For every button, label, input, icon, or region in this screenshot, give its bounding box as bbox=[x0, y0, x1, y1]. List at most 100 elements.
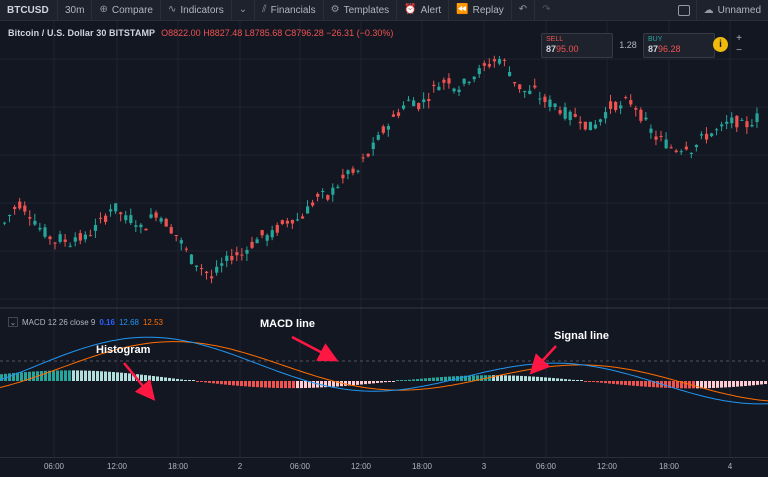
histogram-bar bbox=[140, 374, 143, 381]
histogram-bar bbox=[720, 381, 723, 388]
candle-body bbox=[417, 103, 421, 110]
candle-body bbox=[23, 205, 27, 212]
histogram-bar bbox=[492, 375, 495, 381]
alert-button[interactable]: ⏰ Alert bbox=[397, 0, 450, 21]
candle-body bbox=[553, 103, 557, 107]
buy-button[interactable]: BUY 8796.28 bbox=[643, 33, 715, 58]
financials-button[interactable]: ⫽ Financials bbox=[255, 0, 324, 21]
histogram-bar bbox=[84, 370, 87, 381]
histogram-bar bbox=[188, 380, 191, 381]
grid-lines bbox=[0, 21, 768, 457]
histogram-bar bbox=[328, 381, 331, 387]
candle-body bbox=[174, 235, 178, 237]
candle-body bbox=[588, 121, 592, 131]
histogram-bar bbox=[132, 373, 135, 381]
histogram-bar bbox=[668, 381, 671, 388]
candle-body bbox=[124, 215, 128, 221]
toolbar-right: ☁ Unnamed bbox=[672, 0, 768, 21]
time-axis[interactable]: 06:00 12:00 18:00 2 06:00 12:00 18:00 3 06:00 12:… bbox=[0, 457, 768, 477]
histogram-bar bbox=[364, 381, 367, 385]
cloud-icon: ☁ bbox=[703, 4, 714, 16]
histogram-bar bbox=[308, 381, 311, 388]
histogram-bar bbox=[512, 375, 515, 381]
candle-body bbox=[114, 203, 118, 212]
candle-body bbox=[664, 139, 668, 149]
symbol-search-button[interactable]: BTCUSD bbox=[0, 0, 58, 21]
histogram-bar bbox=[248, 381, 251, 387]
collapse-chevron-icon[interactable]: ⌄ bbox=[8, 317, 18, 327]
histogram-bar bbox=[416, 379, 419, 381]
interval-button[interactable]: 30m bbox=[58, 0, 93, 21]
undo-button[interactable]: ↶ bbox=[512, 0, 536, 21]
candle-body bbox=[558, 110, 562, 114]
histogram-bar bbox=[752, 381, 755, 386]
compare-label: Compare bbox=[111, 4, 153, 16]
histogram-bar bbox=[312, 381, 315, 388]
histogram-bar bbox=[224, 381, 227, 385]
histogram-bar bbox=[440, 377, 443, 381]
quantity-minus-button[interactable]: − bbox=[736, 45, 742, 56]
candle-body bbox=[184, 248, 188, 250]
candle-body bbox=[472, 76, 476, 80]
histogram-bar bbox=[596, 381, 599, 383]
histogram-bar bbox=[208, 381, 211, 383]
macd-value-3: 12.53 bbox=[142, 317, 164, 327]
histogram-bar bbox=[676, 381, 679, 389]
replay-button[interactable]: ⏪ Replay bbox=[449, 0, 512, 21]
candle-body bbox=[492, 59, 497, 62]
histogram-bar bbox=[552, 378, 555, 381]
histogram-bar bbox=[88, 370, 91, 381]
signal-line-arrow bbox=[529, 345, 557, 375]
candle-body bbox=[391, 114, 396, 117]
candle-body bbox=[58, 234, 62, 242]
histogram-bar bbox=[148, 375, 151, 381]
top-toolbar: BTCUSD 30m ⊕ Compare ∿ Indicators ⌄ ⫽ Finan… bbox=[0, 0, 768, 21]
sell-button[interactable]: SELL 8795.00 bbox=[541, 33, 613, 58]
info-icon[interactable]: i bbox=[713, 37, 728, 52]
histogram-bar bbox=[496, 375, 499, 381]
histogram-bar bbox=[588, 381, 591, 382]
candle-body bbox=[457, 89, 461, 93]
histogram-bar bbox=[424, 378, 427, 381]
candle-body bbox=[48, 236, 52, 240]
histogram-bar bbox=[632, 381, 635, 386]
candle-body bbox=[255, 239, 259, 244]
histogram-bar bbox=[692, 381, 695, 389]
templates-button[interactable]: ⚙ Templates bbox=[324, 0, 398, 21]
chevron-down-icon: ⌄ bbox=[238, 4, 248, 15]
indicators-button[interactable]: ∿ Indicators bbox=[161, 0, 232, 21]
quantity-plus-button[interactable]: + bbox=[736, 33, 742, 44]
candle-body bbox=[442, 79, 446, 83]
histogram-bar bbox=[476, 375, 479, 381]
histogram-bar bbox=[564, 379, 567, 381]
macd-name: MACD 12 26 close 9 bbox=[22, 317, 96, 327]
candle-body bbox=[745, 121, 749, 128]
compare-button[interactable]: ⊕ Compare bbox=[92, 0, 161, 21]
histogram-bar bbox=[44, 370, 47, 381]
redo-icon: ↷ bbox=[542, 4, 551, 15]
candle-body bbox=[119, 212, 123, 215]
alarm-clock-icon: ⏰ bbox=[404, 4, 417, 15]
histogram-bar bbox=[628, 381, 631, 386]
redo-button[interactable]: ↷ bbox=[535, 0, 557, 21]
indicators-dropdown[interactable]: ⌄ bbox=[232, 0, 256, 21]
candle-body bbox=[18, 201, 22, 209]
histogram-bar bbox=[648, 381, 651, 387]
histogram-bar bbox=[368, 381, 371, 384]
candle-body bbox=[704, 133, 709, 140]
histogram-bar bbox=[740, 381, 743, 387]
candle-body bbox=[407, 99, 411, 101]
histogram-bar bbox=[184, 379, 187, 381]
signal-line-annotation: Signal line bbox=[554, 330, 610, 342]
histogram-bar bbox=[324, 381, 327, 388]
candle-body bbox=[674, 150, 678, 152]
layout-button[interactable]: ☁ Unnamed bbox=[695, 0, 768, 21]
histogram-bar bbox=[244, 381, 247, 387]
fullscreen-icon[interactable] bbox=[677, 5, 690, 16]
chart-canvas[interactable] bbox=[0, 21, 768, 457]
candle-body bbox=[194, 265, 199, 267]
candle-body bbox=[260, 230, 264, 236]
candle-body bbox=[306, 206, 310, 214]
alert-label: Alert bbox=[420, 4, 442, 16]
time-tick: 18:00 bbox=[658, 462, 680, 471]
